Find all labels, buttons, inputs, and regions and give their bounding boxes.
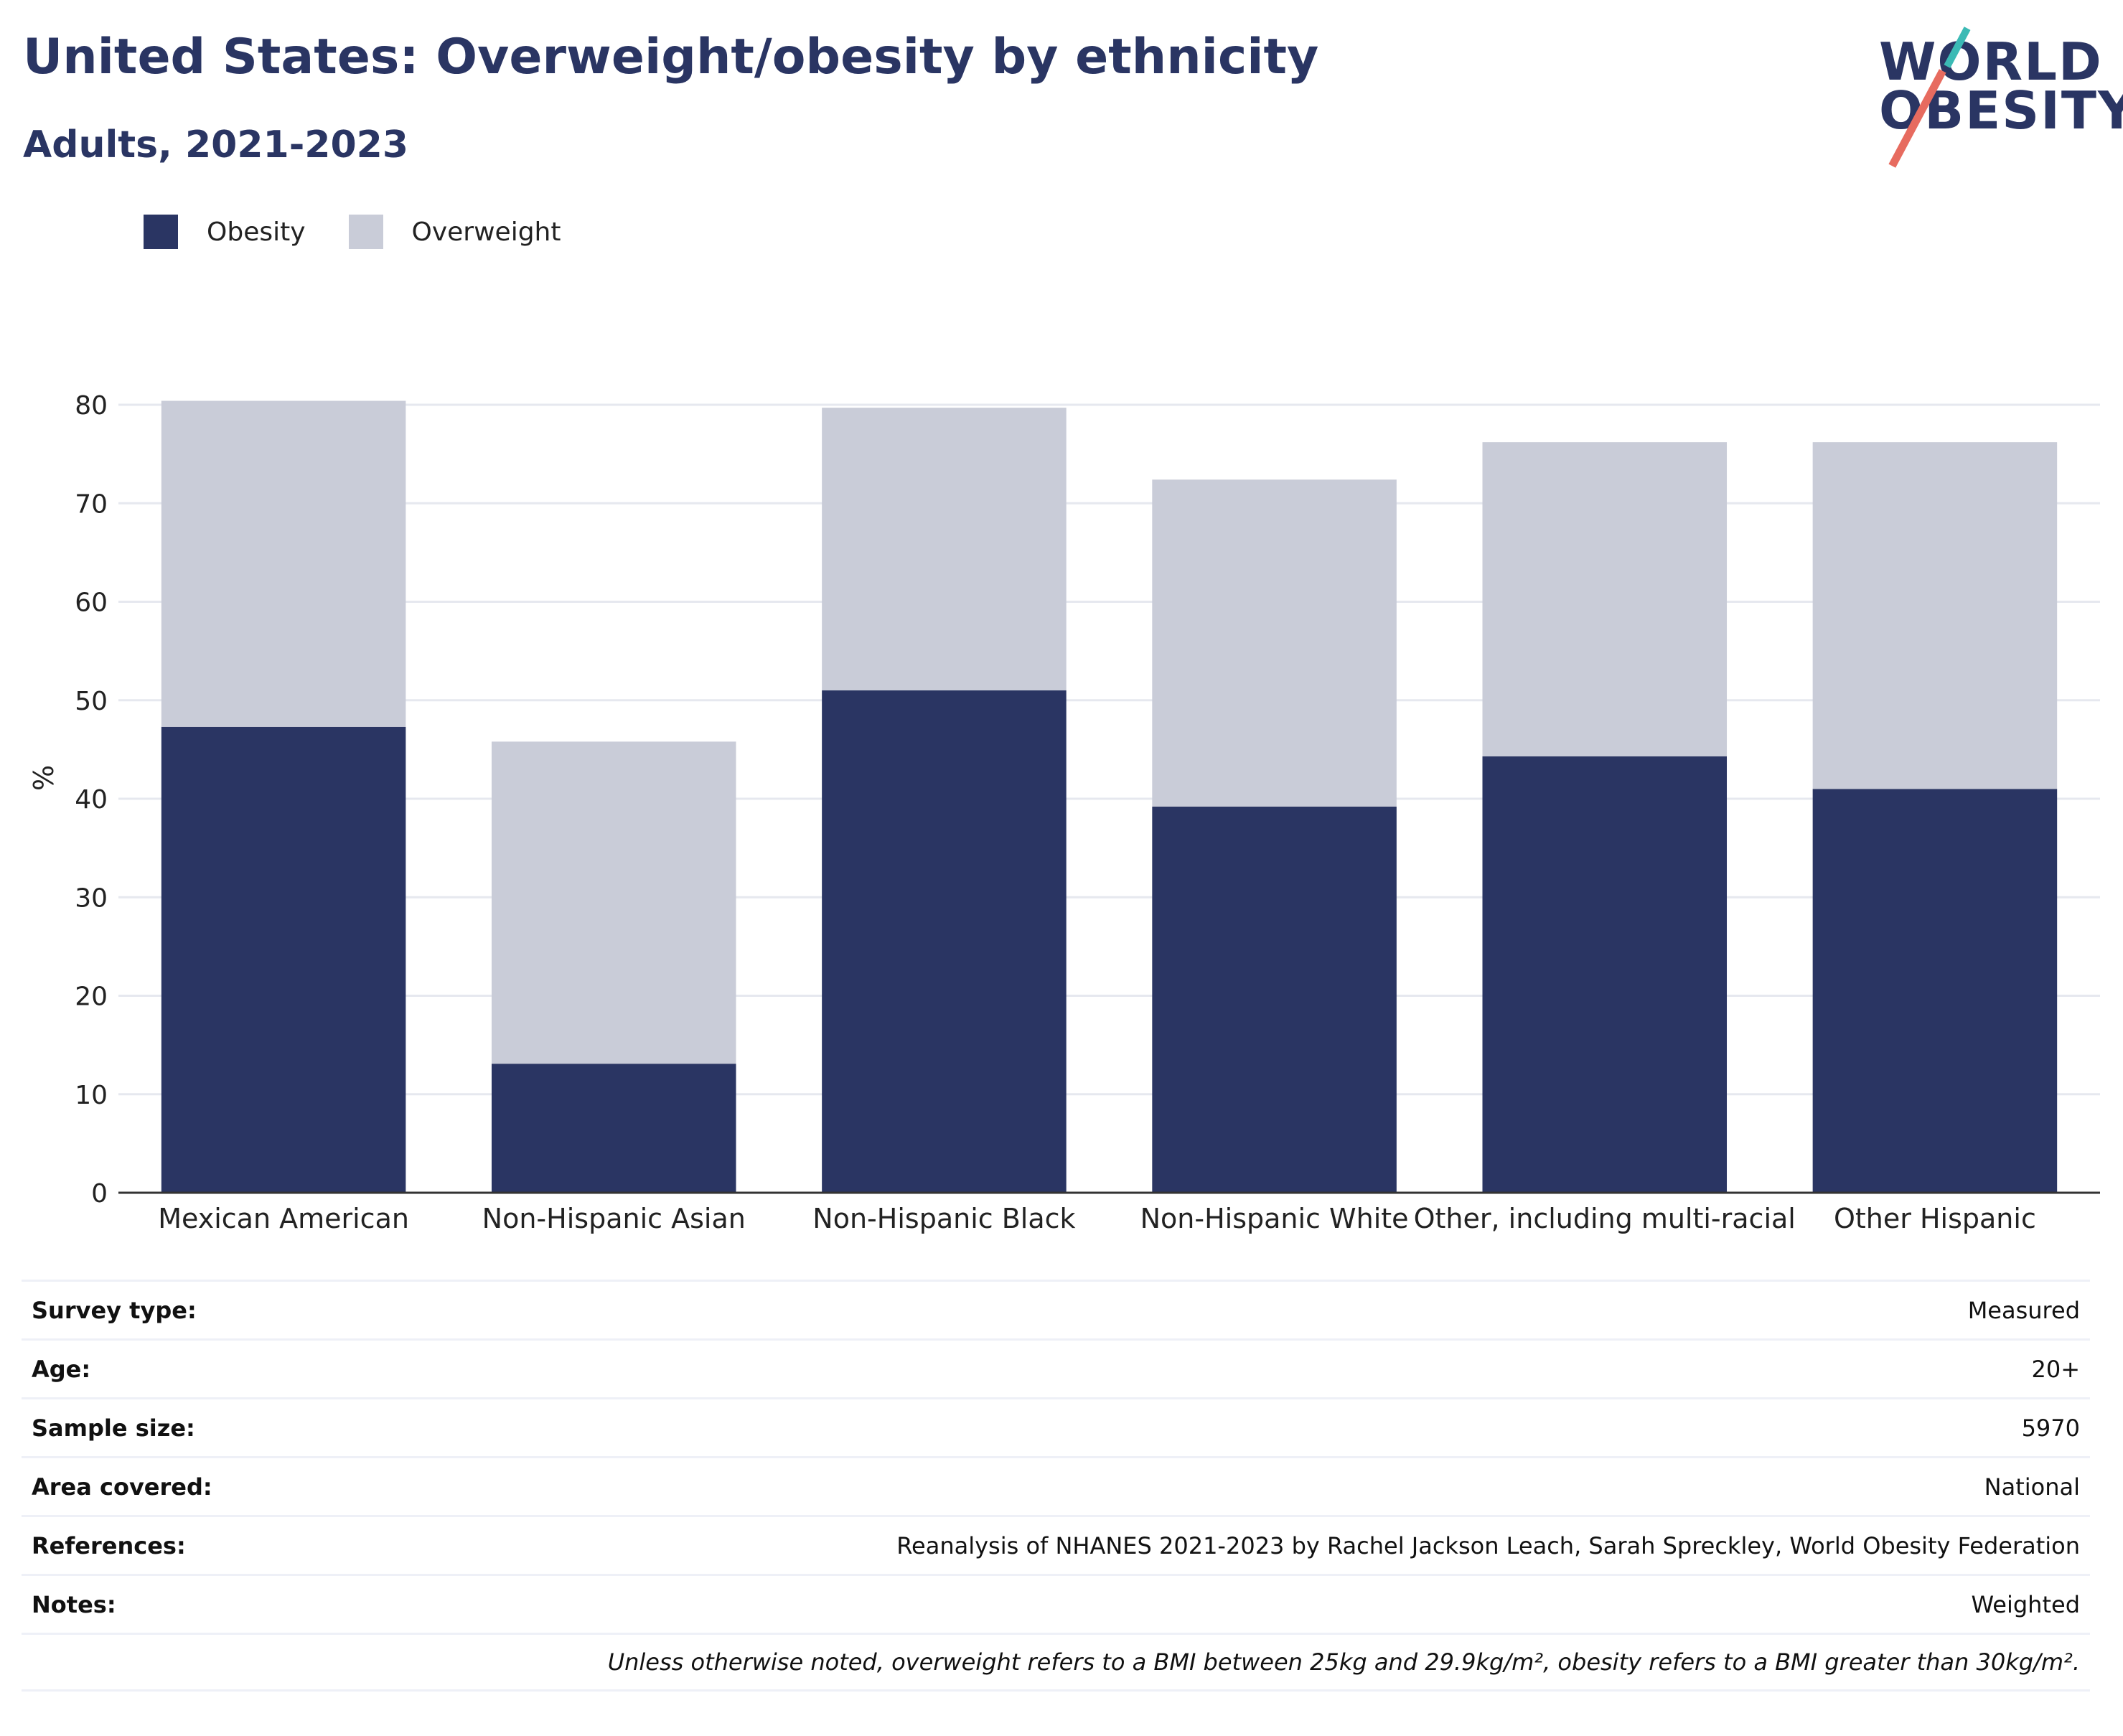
info-value: 5970 — [2021, 1414, 2080, 1442]
y-tick-label: 40 — [75, 785, 108, 815]
bar-chart: 0 10 20 30 40 50 60 70 80% Mexican American Non-Hi… — [28, 391, 2100, 1234]
y-tick-label: 50 — [75, 687, 108, 716]
info-value: 20+ — [2031, 1355, 2080, 1383]
info-row-notes: Notes: Weighted — [22, 1574, 2090, 1633]
info-row-sample-size: Sample size: 5970 — [22, 1397, 2090, 1456]
bar-overweight — [1152, 479, 1397, 807]
info-row-footnote: Unless otherwise noted, overweight refer… — [22, 1633, 2090, 1692]
bar-overweight — [161, 400, 406, 727]
legend-item-obesity[interactable]: Obesity — [144, 215, 306, 249]
info-row-survey-type: Survey type: Measured — [22, 1280, 2090, 1338]
bar-obesity — [822, 690, 1067, 1193]
chart-title: United States: Overweight/obesity by eth… — [23, 29, 1319, 85]
info-label: Area covered: — [32, 1473, 212, 1501]
info-label: Age: — [32, 1355, 91, 1383]
legend-label-overweight: Overweight — [411, 217, 561, 247]
legend-swatch-overweight — [348, 215, 383, 249]
legend-item-overweight[interactable]: Overweight — [348, 215, 561, 249]
y-tick-label: 20 — [75, 982, 108, 1012]
info-label: Notes: — [32, 1590, 116, 1618]
y-tick-label: 80 — [75, 391, 108, 421]
bar-overweight — [491, 741, 736, 1064]
y-tick-label: 10 — [75, 1081, 108, 1110]
bar-overweight — [822, 408, 1067, 691]
footnote: Unless otherwise noted, overweight refer… — [607, 1648, 2080, 1676]
x-tick-label: Other Hispanic — [1834, 1203, 2036, 1234]
y-axis-label: % — [28, 765, 60, 791]
bar-obesity — [1152, 806, 1397, 1193]
info-label: Sample size: — [32, 1414, 195, 1442]
info-value: National — [1984, 1473, 2080, 1501]
bar-overweight — [1812, 442, 2058, 789]
x-tick-label: Non-Hispanic White — [1140, 1203, 1409, 1234]
chart-subtitle: Adults, 2021-2023 — [23, 123, 409, 166]
info-label: References: — [32, 1531, 186, 1559]
info-table: Survey type: Measured Age: 20+ Sample si… — [22, 1280, 2090, 1692]
x-tick-label: Non-Hispanic Asian — [482, 1203, 746, 1234]
logo-line-1: WORLD — [1879, 32, 2103, 92]
y-tick-label: 0 — [91, 1179, 108, 1209]
bar-obesity — [161, 726, 406, 1193]
info-row-area-covered: Area covered: National — [22, 1456, 2090, 1515]
info-value: Weighted — [1971, 1590, 2080, 1618]
bar-overweight — [1482, 442, 1728, 756]
x-tick-label: Non-Hispanic Black — [812, 1203, 1075, 1234]
legend-label-obesity: Obesity — [207, 217, 306, 247]
x-tick-label: Mexican American — [158, 1203, 409, 1234]
bar-obesity — [1812, 789, 2058, 1193]
legend-swatch-obesity — [144, 215, 178, 249]
bar-obesity — [1482, 756, 1728, 1193]
info-value: Reanalysis of NHANES 2021-2023 by Rachel… — [896, 1531, 2080, 1559]
chart-legend: Obesity Overweight — [144, 213, 604, 250]
y-tick-label: 60 — [75, 588, 108, 618]
info-row-age: Age: 20+ — [22, 1338, 2090, 1397]
y-tick-label: 70 — [75, 489, 108, 519]
bar-obesity — [491, 1064, 736, 1193]
world-obesity-logo: WORLD OBESITY — [1866, 22, 2123, 168]
info-value: Measured — [1967, 1296, 2080, 1324]
x-tick-label: Other, including multi-racial — [1414, 1203, 1796, 1234]
y-tick-label: 30 — [75, 883, 108, 913]
info-row-references: References: Reanalysis of NHANES 2021-20… — [22, 1515, 2090, 1574]
info-label: Survey type: — [32, 1296, 197, 1324]
